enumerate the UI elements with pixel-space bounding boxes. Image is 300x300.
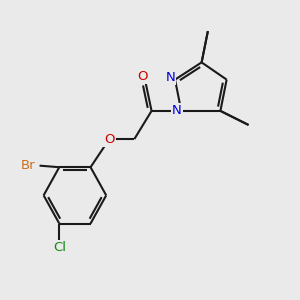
Text: Cl: Cl bbox=[53, 241, 66, 254]
Text: N: N bbox=[166, 70, 175, 84]
Text: O: O bbox=[137, 70, 147, 83]
Text: N: N bbox=[172, 104, 182, 117]
Text: Br: Br bbox=[21, 159, 35, 172]
Text: O: O bbox=[104, 133, 115, 146]
